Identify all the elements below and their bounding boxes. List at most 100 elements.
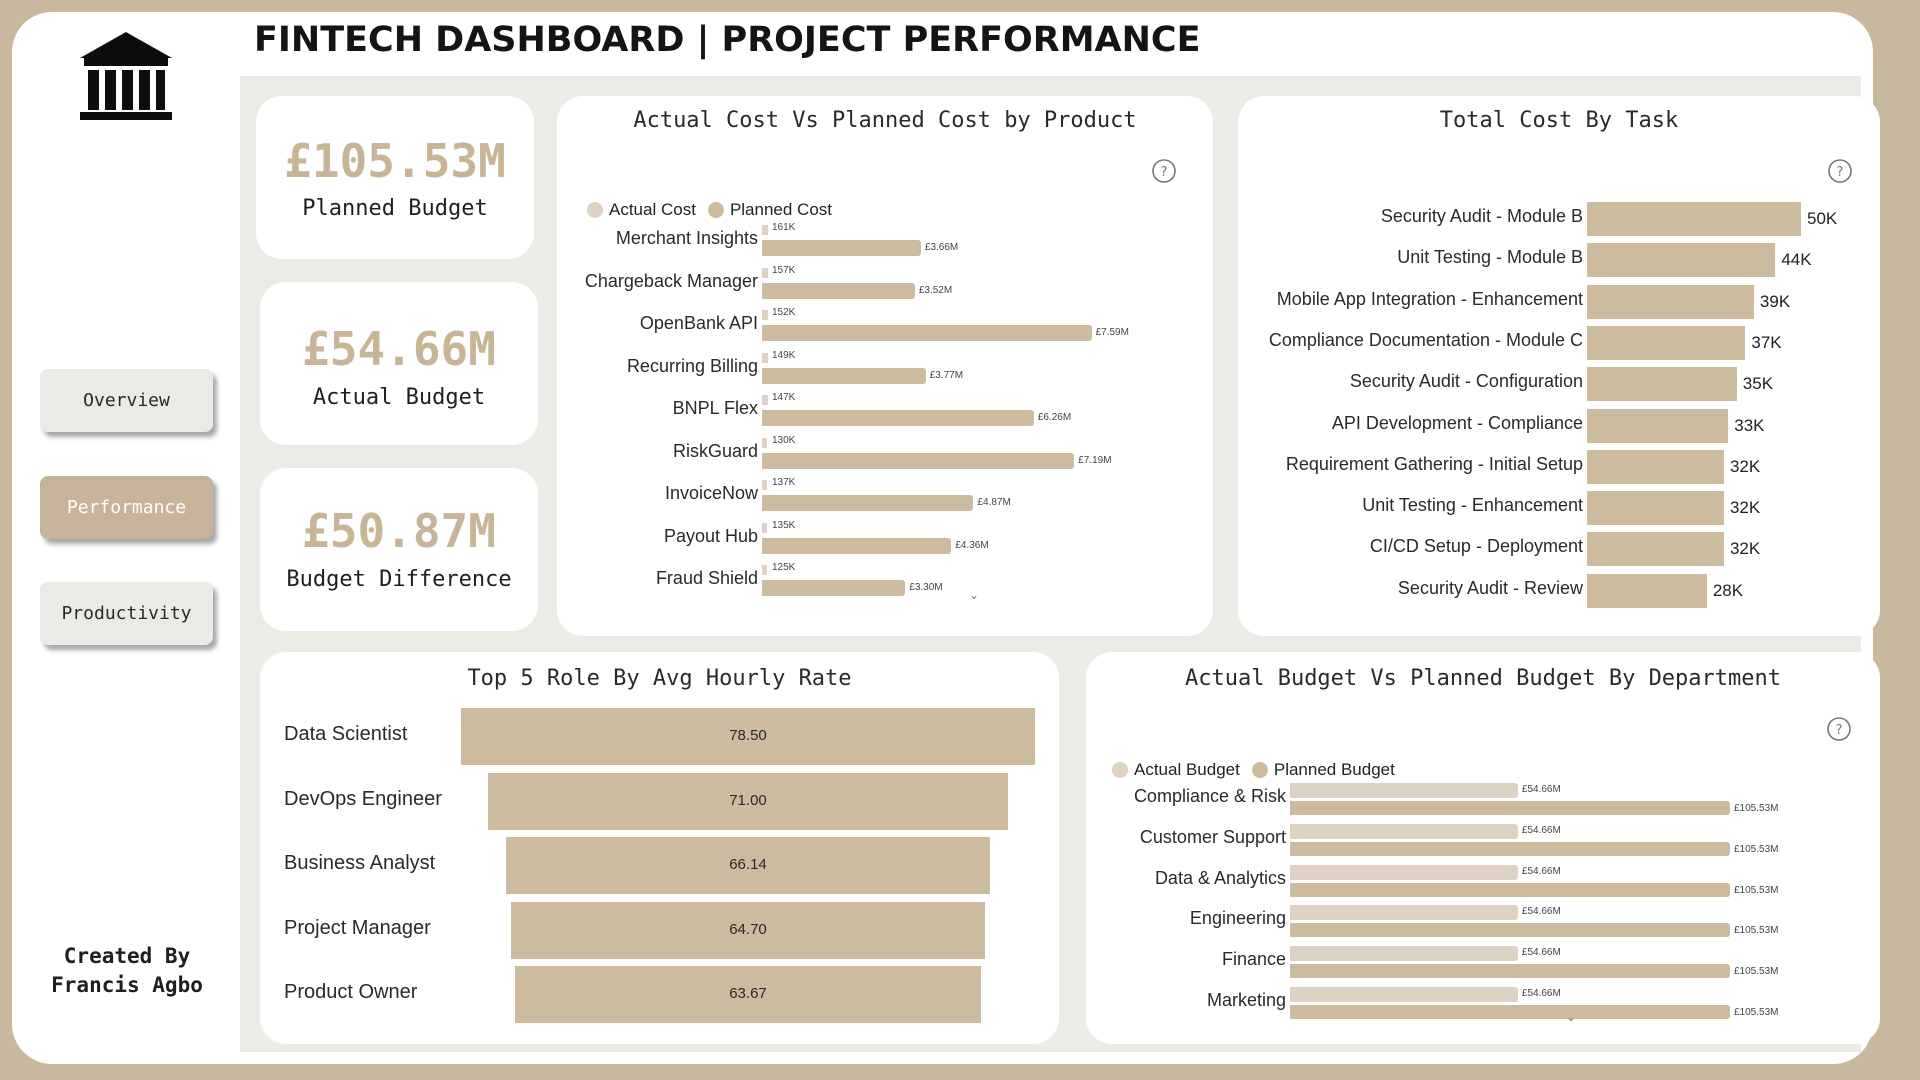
planned-cost-bar[interactable] (762, 537, 952, 554)
actual-cost-bar[interactable] (762, 225, 769, 235)
actual-budget-bar[interactable] (1290, 905, 1518, 921)
planned-budget-label: £105.53M (1734, 843, 1779, 855)
actual-cost-bar[interactable] (762, 480, 768, 490)
planned-cost-bar[interactable] (762, 452, 1075, 469)
question-circle-icon[interactable]: ? (1151, 158, 1177, 184)
task-cost-value: 32K (1729, 456, 1761, 476)
chart-legend: Actual Budget Planned Budget (1112, 760, 1407, 780)
kpi-value: £105.53M (284, 134, 506, 188)
chevron-down-icon[interactable]: ⌄ (969, 588, 980, 602)
task-cost-bar[interactable] (1587, 367, 1737, 402)
category-label: Recurring Billing (626, 355, 758, 376)
planned-cost-bar[interactable] (762, 495, 974, 511)
nav-productivity-button[interactable]: Productivity (40, 582, 213, 645)
category-label: Payout Hub (663, 525, 758, 546)
chart-title: Top 5 Role By Avg Hourly Rate (467, 666, 852, 691)
role-rate-value: 78.50 (729, 727, 767, 744)
page-title: FINTECH DASHBOARD | PROJECT PERFORMANCE (254, 20, 1201, 60)
task-cost-bar[interactable] (1587, 408, 1729, 443)
task-cost-bar[interactable] (1587, 573, 1707, 608)
actual-budget-label: £54.66M (1521, 865, 1561, 877)
actual-budget-label: £54.66M (1521, 824, 1561, 836)
planned-cost-bar[interactable] (762, 240, 921, 256)
planned-budget-bar[interactable] (1290, 841, 1730, 856)
planned-cost-bar[interactable] (762, 282, 915, 299)
role-label: Project Manager (284, 916, 431, 939)
kpi-value: £50.87M (302, 504, 496, 558)
actual-cost-bar[interactable] (762, 522, 768, 533)
task-cost-bar[interactable] (1587, 325, 1746, 360)
author-credit: Created By Francis Agbo (20, 942, 234, 1000)
task-cost-value: 32K (1729, 539, 1761, 559)
legend-item-actual[interactable]: Actual Budget (1112, 760, 1240, 780)
question-circle-icon[interactable]: ? (1827, 158, 1853, 184)
planned-cost-bar[interactable] (762, 325, 1092, 341)
task-cost-value: 50K (1807, 209, 1838, 228)
chart-legend: Actual Cost Planned Cost (587, 200, 844, 220)
actual-budget-bar[interactable] (1290, 864, 1518, 880)
planned-cost-label: £6.26M (1037, 412, 1072, 423)
task-cost-bar[interactable] (1587, 532, 1724, 567)
legend-label: Planned Budget (1273, 760, 1395, 779)
planned-budget-bar[interactable] (1290, 1005, 1730, 1019)
svg-text:?: ? (1837, 165, 1844, 180)
nav-performance-button[interactable]: Performance (40, 476, 213, 539)
question-circle-icon[interactable]: ? (1826, 716, 1852, 742)
legend-item-actual[interactable]: Actual Cost (587, 200, 696, 220)
task-cost-bar[interactable] (1587, 243, 1776, 278)
task-cost-bar[interactable] (1587, 202, 1801, 236)
planned-budget-label: £105.53M (1734, 1007, 1779, 1018)
planned-cost-bar[interactable] (762, 410, 1034, 426)
role-rate-bar[interactable] (506, 837, 990, 894)
task-cost-value: 37K (1751, 332, 1782, 352)
planned-budget-bar[interactable] (1290, 882, 1730, 897)
planned-cost-label: £7.19M (1078, 454, 1112, 466)
task-label: Security Audit - Module B (1380, 206, 1583, 226)
category-label: Fraud Shield (655, 568, 758, 588)
actual-cost-label: 161K (772, 222, 796, 233)
task-cost-bar[interactable] (1587, 284, 1754, 319)
actual-cost-bar[interactable] (762, 395, 768, 405)
category-label: Chargeback Manager (584, 270, 758, 291)
chart-title: Total Cost By Task (1439, 108, 1679, 133)
legend-label: Actual Cost (609, 200, 696, 219)
planned-cost-bar[interactable] (762, 580, 906, 596)
actual-budget-bar[interactable] (1290, 987, 1518, 1002)
actual-budget-bar[interactable] (1290, 946, 1518, 962)
department-label: Data & Analytics (1154, 867, 1286, 888)
chart-card-cost-by-product: Actual Cost Vs Planned Cost by Product ?… (557, 96, 1213, 636)
legend-item-planned[interactable]: Planned Budget (1251, 760, 1395, 780)
planned-budget-bar[interactable] (1290, 923, 1730, 938)
kpi-card-actual-budget: £54.66M Actual Budget (260, 282, 538, 445)
task-cost-bar[interactable] (1587, 491, 1724, 526)
legend-label: Actual Budget (1134, 760, 1240, 779)
role-rate-bar[interactable] (461, 708, 1035, 765)
planned-budget-label: £105.53M (1734, 884, 1779, 896)
actual-cost-bar[interactable] (762, 565, 767, 575)
category-label: RiskGuard (672, 440, 758, 461)
kpi-label: Budget Difference (286, 567, 512, 592)
planned-budget-bar[interactable] (1290, 964, 1730, 979)
chart-title: Actual Budget Vs Planned Budget By Depar… (1184, 666, 1782, 691)
actual-budget-bar[interactable] (1290, 783, 1518, 798)
actual-cost-bar[interactable] (762, 352, 768, 363)
role-rate-bar[interactable] (488, 772, 1008, 830)
kpi-label: Planned Budget (302, 196, 488, 221)
nav-overview-button[interactable]: Overview (40, 369, 213, 432)
actual-budget-label: £54.66M (1521, 947, 1561, 959)
planned-cost-bar[interactable] (762, 367, 926, 384)
actual-cost-bar[interactable] (762, 267, 769, 278)
planned-budget-bar[interactable] (1290, 801, 1730, 815)
chevron-down-icon[interactable]: ⌄ (1566, 1010, 1577, 1024)
planned-cost-label: £7.59M (1095, 327, 1129, 338)
actual-cost-bar[interactable] (762, 310, 769, 320)
role-rate-bar[interactable] (511, 901, 985, 959)
actual-cost-bar[interactable] (762, 437, 768, 448)
role-rate-bar[interactable] (515, 966, 981, 1023)
category-label: BNPL Flex (672, 398, 758, 418)
legend-item-planned[interactable]: Planned Cost (707, 200, 832, 220)
role-label: Data Scientist (284, 723, 408, 745)
task-cost-bar[interactable] (1587, 449, 1724, 484)
actual-budget-label: £54.66M (1521, 784, 1561, 795)
actual-budget-bar[interactable] (1290, 823, 1518, 839)
